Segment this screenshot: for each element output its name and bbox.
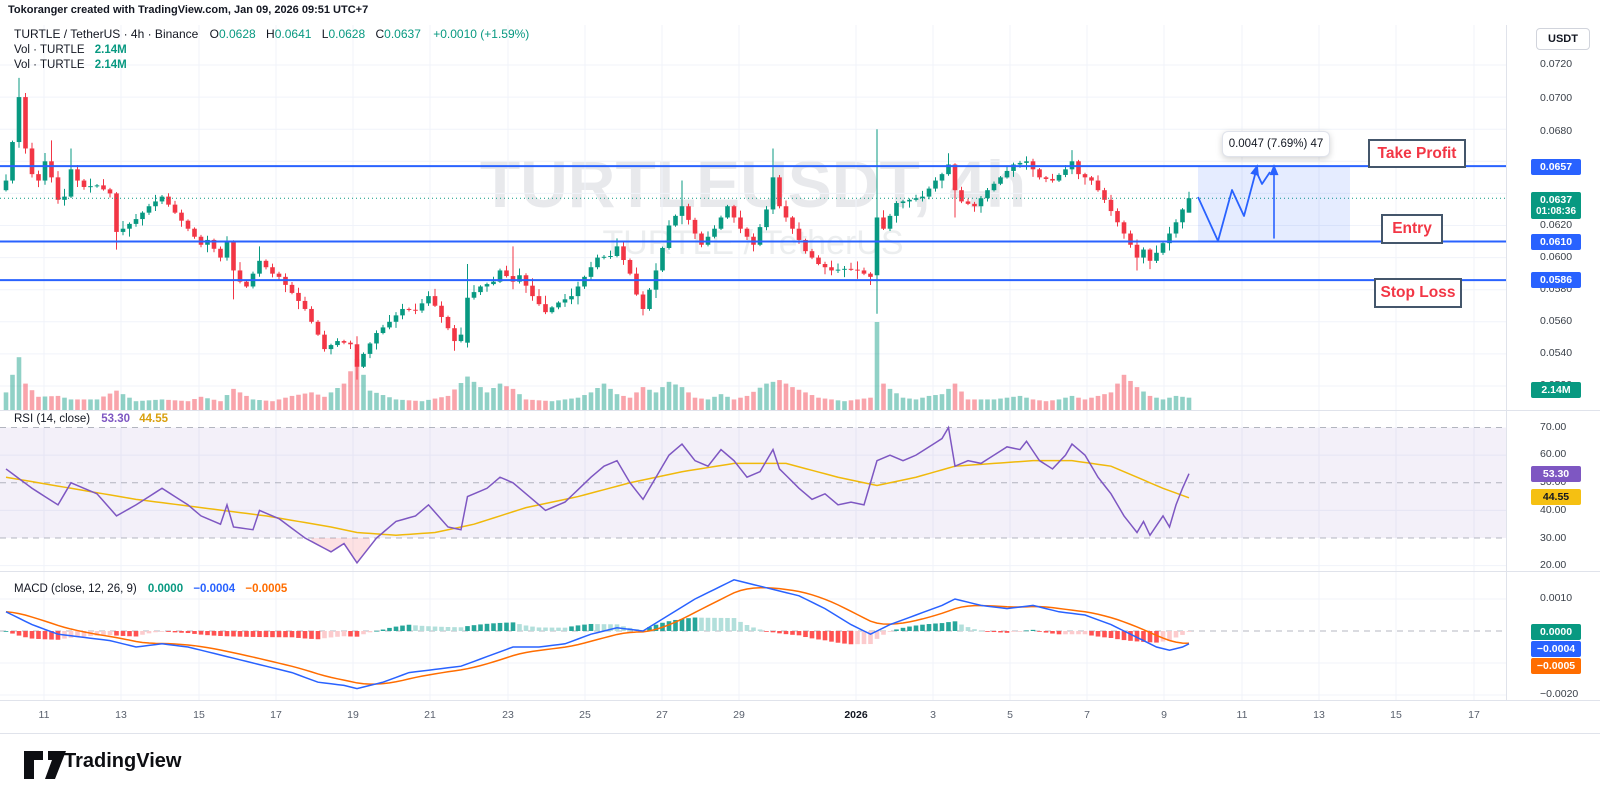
last-price-value: 0.0637 <box>1539 193 1573 206</box>
macd-axis-tick: 0.0010 <box>1540 592 1573 604</box>
time-axis-label: 25 <box>579 709 591 721</box>
ohlc-high-value: 0.0641 <box>274 27 312 41</box>
price-axis-tick: 0.0540 <box>1540 347 1573 359</box>
tradingview-logo-icon[interactable] <box>22 747 78 783</box>
macd-hist-value: 0.0000 <box>147 583 184 595</box>
rsi-value-chip: 53.30 <box>1531 466 1581 482</box>
change-value: +0.0010 (+1.59%) <box>433 27 530 41</box>
time-axis-label: 17 <box>1468 709 1480 721</box>
price-axis-tick: 0.0700 <box>1540 92 1573 104</box>
ohlc-open-key: O <box>209 27 219 41</box>
volume-label: Vol · TURTLE <box>14 59 85 71</box>
symbol-legend[interactable]: TURTLE / TetherUS · 4h · Binance O0.0628… <box>14 27 529 41</box>
ohlc-low-key: L <box>321 27 329 41</box>
time-axis-label: 13 <box>115 709 127 721</box>
measure-tooltip-text: 0.0047 (7.69%) 47 <box>1228 138 1324 150</box>
price-axis-tick: 0.0720 <box>1540 58 1573 70</box>
ohlc-low-value: 0.0628 <box>328 27 366 41</box>
macd-line-chip: −0.0004 <box>1531 641 1581 657</box>
rsi-axis-tick: 40.00 <box>1540 504 1567 516</box>
volume-legend-row-1[interactable]: Vol · TURTLE 2.14M <box>14 44 127 56</box>
volume-value: 2.14M <box>94 59 127 71</box>
take-profit-price-chip: 0.0657 <box>1531 159 1581 175</box>
entry-text: Entry <box>1392 220 1432 237</box>
time-axis-label: 29 <box>733 709 745 721</box>
tradingview-brand-text[interactable]: TradingView <box>64 750 182 772</box>
time-axis-label: 17 <box>270 709 282 721</box>
time-axis-label: 15 <box>193 709 205 721</box>
rsi-axis-tick: 60.00 <box>1540 448 1567 460</box>
time-axis-label: 3 <box>930 709 936 721</box>
rsi-ma-value-chip: 44.55 <box>1531 489 1581 505</box>
stop-loss-label[interactable]: Stop Loss <box>1374 278 1462 308</box>
time-axis-label: 23 <box>502 709 514 721</box>
ohlc-open-value: 0.0628 <box>219 27 256 41</box>
macd-axis-tick: −0.0020 <box>1540 688 1579 700</box>
stop-loss-price-chip: 0.0586 <box>1531 272 1581 288</box>
macd-hist-chip: 0.0000 <box>1531 624 1581 640</box>
entry-label[interactable]: Entry <box>1381 214 1443 244</box>
ohlc-high-key: H <box>266 27 275 41</box>
entry-price-chip: 0.0610 <box>1531 234 1581 250</box>
price-axis-tick: 0.0680 <box>1540 125 1573 137</box>
price-axis-tick: 0.0620 <box>1540 219 1573 231</box>
currency-toggle-button[interactable]: USDT <box>1536 28 1590 50</box>
time-scale[interactable] <box>0 700 1600 733</box>
macd-signal-value: −0.0005 <box>245 583 288 595</box>
macd-signal-chip: −0.0005 <box>1531 658 1581 674</box>
time-axis-label: 11 <box>1236 709 1248 721</box>
rsi-axis-tick: 70.00 <box>1540 420 1567 433</box>
time-axis-label: 15 <box>1390 709 1402 721</box>
time-axis-label: 5 <box>1007 709 1013 721</box>
footer-bar: TradingView <box>0 733 1600 795</box>
time-axis-label: 7 <box>1084 709 1090 721</box>
last-price-chip: 0.0637 01:08:36 <box>1531 192 1581 219</box>
price-axis-tick: 0.0560 <box>1540 315 1573 327</box>
rsi-indicator-legend[interactable]: RSI (14, close) 53.30 44.55 <box>14 413 168 425</box>
time-axis-label: 2026 <box>844 709 868 721</box>
stop-loss-text: Stop Loss <box>1380 284 1456 301</box>
rsi-title: RSI (14, close) <box>14 413 91 425</box>
macd-indicator-legend[interactable]: MACD (close, 12, 26, 9) 0.0000 −0.0004 −… <box>14 583 287 595</box>
macd-line-value: −0.0004 <box>193 583 236 595</box>
take-profit-label[interactable]: Take Profit <box>1368 139 1466 168</box>
rsi-axis-tick: 20.00 <box>1540 559 1567 571</box>
bar-countdown: 01:08:36 <box>1535 205 1577 217</box>
time-axis-label: 11 <box>38 709 50 721</box>
volume-value-chip: 2.14M <box>1531 382 1581 398</box>
time-axis-label: 13 <box>1313 709 1325 721</box>
rsi-axis-tick: 30.00 <box>1540 532 1567 544</box>
time-axis-label: 9 <box>1161 709 1167 721</box>
ohlc-close-key: C <box>375 27 385 41</box>
macd-title: MACD (close, 12, 26, 9) <box>14 583 137 595</box>
measure-tooltip: 0.0047 (7.69%) 47 <box>1222 131 1330 157</box>
ohlc-close-value: 0.0637 <box>384 27 421 41</box>
volume-legend-row-2[interactable]: Vol · TURTLE 2.14M <box>14 59 127 71</box>
volume-label: Vol · TURTLE <box>14 44 85 56</box>
take-profit-text: Take Profit <box>1377 144 1457 162</box>
time-axis-label: 27 <box>656 709 668 721</box>
time-axis-label: 19 <box>347 709 359 721</box>
attribution-text: Tokoranger created with TradingView.com,… <box>8 4 369 16</box>
rsi-ma-value: 44.55 <box>139 413 169 425</box>
rsi-value: 53.30 <box>101 413 131 425</box>
time-axis-label: 21 <box>424 709 436 721</box>
price-axis-tick: 0.0600 <box>1540 251 1573 263</box>
volume-value: 2.14M <box>94 44 127 56</box>
symbol-name: TURTLE / TetherUS · 4h · Binance <box>14 27 199 41</box>
